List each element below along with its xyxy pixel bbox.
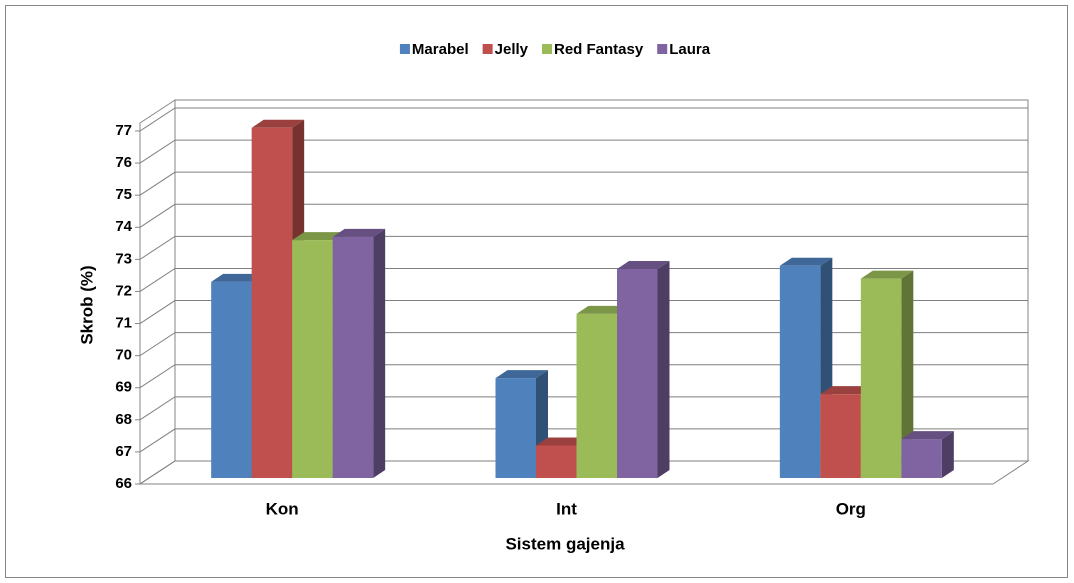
bar-side bbox=[657, 260, 670, 478]
legend-swatch bbox=[657, 44, 668, 54]
bar-side bbox=[901, 270, 914, 478]
legend-label: Jelly bbox=[495, 41, 529, 58]
bar-top bbox=[536, 437, 589, 446]
y-tick-label: 72 bbox=[115, 282, 132, 299]
bar-top bbox=[820, 386, 873, 395]
bar-side bbox=[941, 431, 954, 478]
grid-line bbox=[139, 364, 1028, 389]
grid-line bbox=[139, 235, 1028, 260]
bar bbox=[779, 265, 821, 478]
grid-line bbox=[139, 332, 1028, 357]
bar bbox=[211, 281, 252, 478]
legend-swatch bbox=[482, 44, 493, 54]
bar-top bbox=[617, 260, 670, 269]
bar-side bbox=[373, 228, 386, 478]
legend-swatch bbox=[542, 44, 553, 54]
bar-top bbox=[292, 232, 345, 241]
bar bbox=[292, 240, 333, 478]
legend-label: Marabel bbox=[412, 41, 469, 58]
bar-top bbox=[901, 431, 954, 440]
x-tick-label: Org bbox=[836, 499, 866, 518]
bar-top bbox=[860, 270, 914, 279]
bar bbox=[820, 394, 861, 478]
bar-top bbox=[576, 305, 629, 314]
bar bbox=[576, 313, 617, 478]
grid-line bbox=[139, 171, 1028, 196]
y-tick-label: 70 bbox=[115, 347, 132, 364]
bar-top bbox=[495, 370, 548, 379]
legend: Marabel Jelly Red Fantasy Laura bbox=[399, 41, 711, 58]
y-tick-label: 69 bbox=[115, 379, 132, 396]
y-tick-label: 75 bbox=[115, 186, 132, 203]
bar bbox=[901, 439, 942, 478]
y-tick-label: 66 bbox=[115, 475, 132, 492]
bar bbox=[495, 378, 536, 478]
x-tick-label: Int bbox=[556, 499, 577, 518]
grid-line bbox=[139, 267, 1028, 292]
legend-swatch bbox=[399, 44, 410, 54]
bar-top bbox=[332, 228, 386, 237]
y-tick-label: 77 bbox=[115, 122, 132, 139]
bar bbox=[332, 236, 374, 478]
legend-label: Laura bbox=[669, 41, 711, 58]
bar-top bbox=[779, 257, 833, 266]
y-tick-label: 71 bbox=[115, 315, 132, 332]
grid-line bbox=[139, 460, 1028, 485]
grid-line bbox=[139, 396, 1028, 421]
grid-line bbox=[139, 107, 1028, 132]
y-tick-label: 74 bbox=[115, 218, 132, 235]
bar bbox=[860, 278, 902, 478]
grid-line bbox=[139, 203, 1028, 228]
legend-label: Red Fantasy bbox=[554, 41, 644, 58]
y-tick-label: 68 bbox=[115, 411, 132, 428]
bar bbox=[536, 445, 577, 478]
x-tick-label: Kon bbox=[266, 499, 299, 518]
bar-top bbox=[251, 119, 305, 128]
y-tick-label: 76 bbox=[115, 154, 132, 171]
grid-line bbox=[139, 428, 1028, 453]
bar bbox=[617, 268, 658, 478]
grid-line bbox=[139, 139, 1028, 164]
side-wall bbox=[139, 99, 176, 485]
x-axis-title: Sistem gajenja bbox=[505, 534, 625, 553]
bar-top bbox=[211, 273, 264, 282]
y-tick-label: 73 bbox=[115, 250, 132, 267]
y-axis-title: Skrob (%) bbox=[77, 265, 96, 344]
bar bbox=[251, 127, 293, 479]
y-tick-label: 67 bbox=[115, 443, 132, 460]
grid-line bbox=[139, 300, 1028, 324]
